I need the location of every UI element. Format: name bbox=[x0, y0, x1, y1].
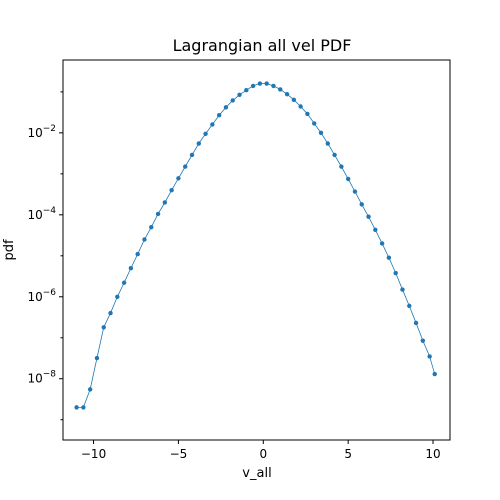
data-point bbox=[230, 98, 235, 103]
y-tick-label-2: 10−6 bbox=[27, 288, 56, 304]
plot-frame bbox=[62, 59, 451, 441]
data-point bbox=[115, 294, 120, 299]
data-point bbox=[189, 152, 195, 158]
data-point bbox=[407, 303, 412, 309]
data-point bbox=[325, 141, 330, 146]
y-axis-label: pdf bbox=[2, 239, 17, 261]
y-tick-label-1: 10−4 bbox=[27, 206, 56, 222]
data-point bbox=[366, 214, 371, 219]
x-tick-label-4: 10 bbox=[425, 447, 440, 461]
data-point bbox=[244, 87, 249, 93]
data-point bbox=[108, 310, 113, 316]
data-point bbox=[216, 112, 222, 118]
data-point bbox=[176, 176, 181, 181]
data-point bbox=[149, 224, 154, 230]
data-point bbox=[400, 287, 405, 292]
x-tick-label-0: −10 bbox=[81, 447, 106, 461]
data-point bbox=[87, 387, 93, 392]
data-point bbox=[312, 121, 317, 126]
data-point bbox=[305, 111, 310, 117]
data-point bbox=[257, 81, 263, 86]
data-point bbox=[223, 105, 229, 110]
y-tick-label-0: 10−2 bbox=[27, 124, 56, 140]
data-point bbox=[121, 280, 127, 285]
data-point bbox=[432, 371, 437, 377]
plot-area bbox=[62, 59, 451, 441]
data-point bbox=[278, 87, 283, 92]
data-point bbox=[284, 91, 290, 97]
data-point bbox=[162, 200, 168, 205]
data-point bbox=[359, 202, 364, 207]
data-point bbox=[271, 83, 276, 89]
data-point bbox=[128, 265, 134, 271]
x-tick-label-2: 0 bbox=[259, 447, 267, 461]
data-point bbox=[74, 405, 79, 410]
data-point bbox=[332, 152, 337, 158]
data-point bbox=[196, 141, 201, 146]
data-point bbox=[413, 320, 419, 326]
y-axis: 10−2 10−4 10−6 10−8 bbox=[27, 91, 63, 421]
x-tick-label-3: 5 bbox=[344, 447, 352, 461]
data-point bbox=[250, 83, 256, 89]
data-point bbox=[81, 405, 86, 410]
data-point bbox=[291, 97, 297, 103]
chart-title: Lagrangian all vel PDF bbox=[173, 36, 352, 55]
x-axis: −10 −5 0 5 10 bbox=[81, 440, 441, 461]
data-point bbox=[101, 325, 106, 330]
data-point bbox=[183, 164, 188, 169]
data-point bbox=[155, 211, 161, 217]
x-tick-label-1: −5 bbox=[170, 447, 188, 461]
data-point bbox=[427, 354, 432, 359]
data-point bbox=[264, 81, 269, 86]
data-point bbox=[135, 251, 140, 257]
data-point bbox=[169, 187, 174, 193]
data-point bbox=[203, 131, 208, 136]
data-points bbox=[74, 81, 437, 410]
data-point bbox=[379, 241, 385, 246]
data-point bbox=[298, 104, 303, 109]
data-point bbox=[237, 92, 242, 97]
data-point bbox=[352, 189, 358, 194]
data-point bbox=[142, 237, 147, 242]
data-point bbox=[318, 130, 324, 136]
data-point bbox=[94, 355, 100, 361]
data-point bbox=[210, 122, 215, 127]
data-point bbox=[393, 270, 398, 276]
data-point bbox=[420, 338, 426, 343]
data-point bbox=[345, 176, 351, 182]
data-point bbox=[386, 255, 392, 260]
series-line bbox=[76, 83, 436, 408]
data-point bbox=[339, 164, 344, 169]
y-tick-label-3: 10−8 bbox=[27, 370, 56, 386]
x-axis-label: v_all bbox=[242, 466, 271, 481]
data-point bbox=[373, 227, 378, 233]
